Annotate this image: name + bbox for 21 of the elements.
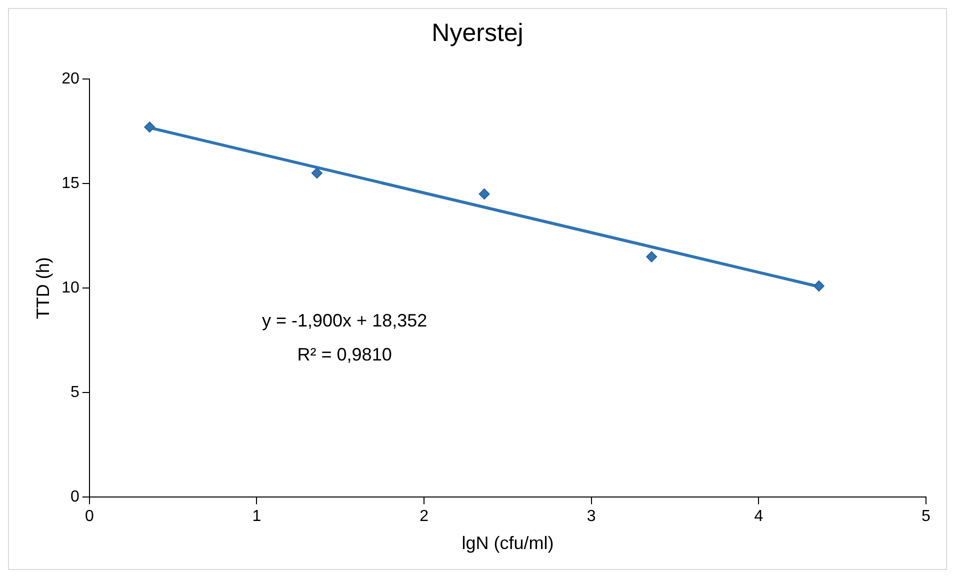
y-axis-title: TTD (h) bbox=[32, 257, 53, 320]
point bbox=[646, 251, 658, 262]
x-tick-label: 2 bbox=[420, 508, 429, 526]
x-tick-label: 0 bbox=[84, 508, 94, 526]
chart-title: Nyerstej bbox=[432, 18, 524, 47]
point bbox=[478, 188, 490, 200]
x-axis-title: lgN (cfu/ml) bbox=[462, 533, 554, 554]
y-tick-label: 15 bbox=[62, 174, 80, 192]
x-tick-label: 5 bbox=[922, 508, 931, 526]
point bbox=[813, 280, 824, 292]
point bbox=[311, 168, 322, 179]
x-tick-label: 1 bbox=[252, 508, 262, 526]
y-tick-label: 10 bbox=[62, 280, 80, 297]
point bbox=[144, 122, 156, 133]
y-tick-label: 0 bbox=[70, 488, 80, 506]
y-tick-label: 20 bbox=[62, 70, 80, 88]
x-tick-label: 3 bbox=[586, 508, 596, 526]
y-tick-label: 5 bbox=[70, 384, 80, 402]
annotation: y = -1,900x + 18,352 bbox=[262, 310, 428, 331]
x-tick-label: 4 bbox=[754, 508, 764, 526]
annotation: R² = 0,9810 bbox=[297, 344, 392, 365]
